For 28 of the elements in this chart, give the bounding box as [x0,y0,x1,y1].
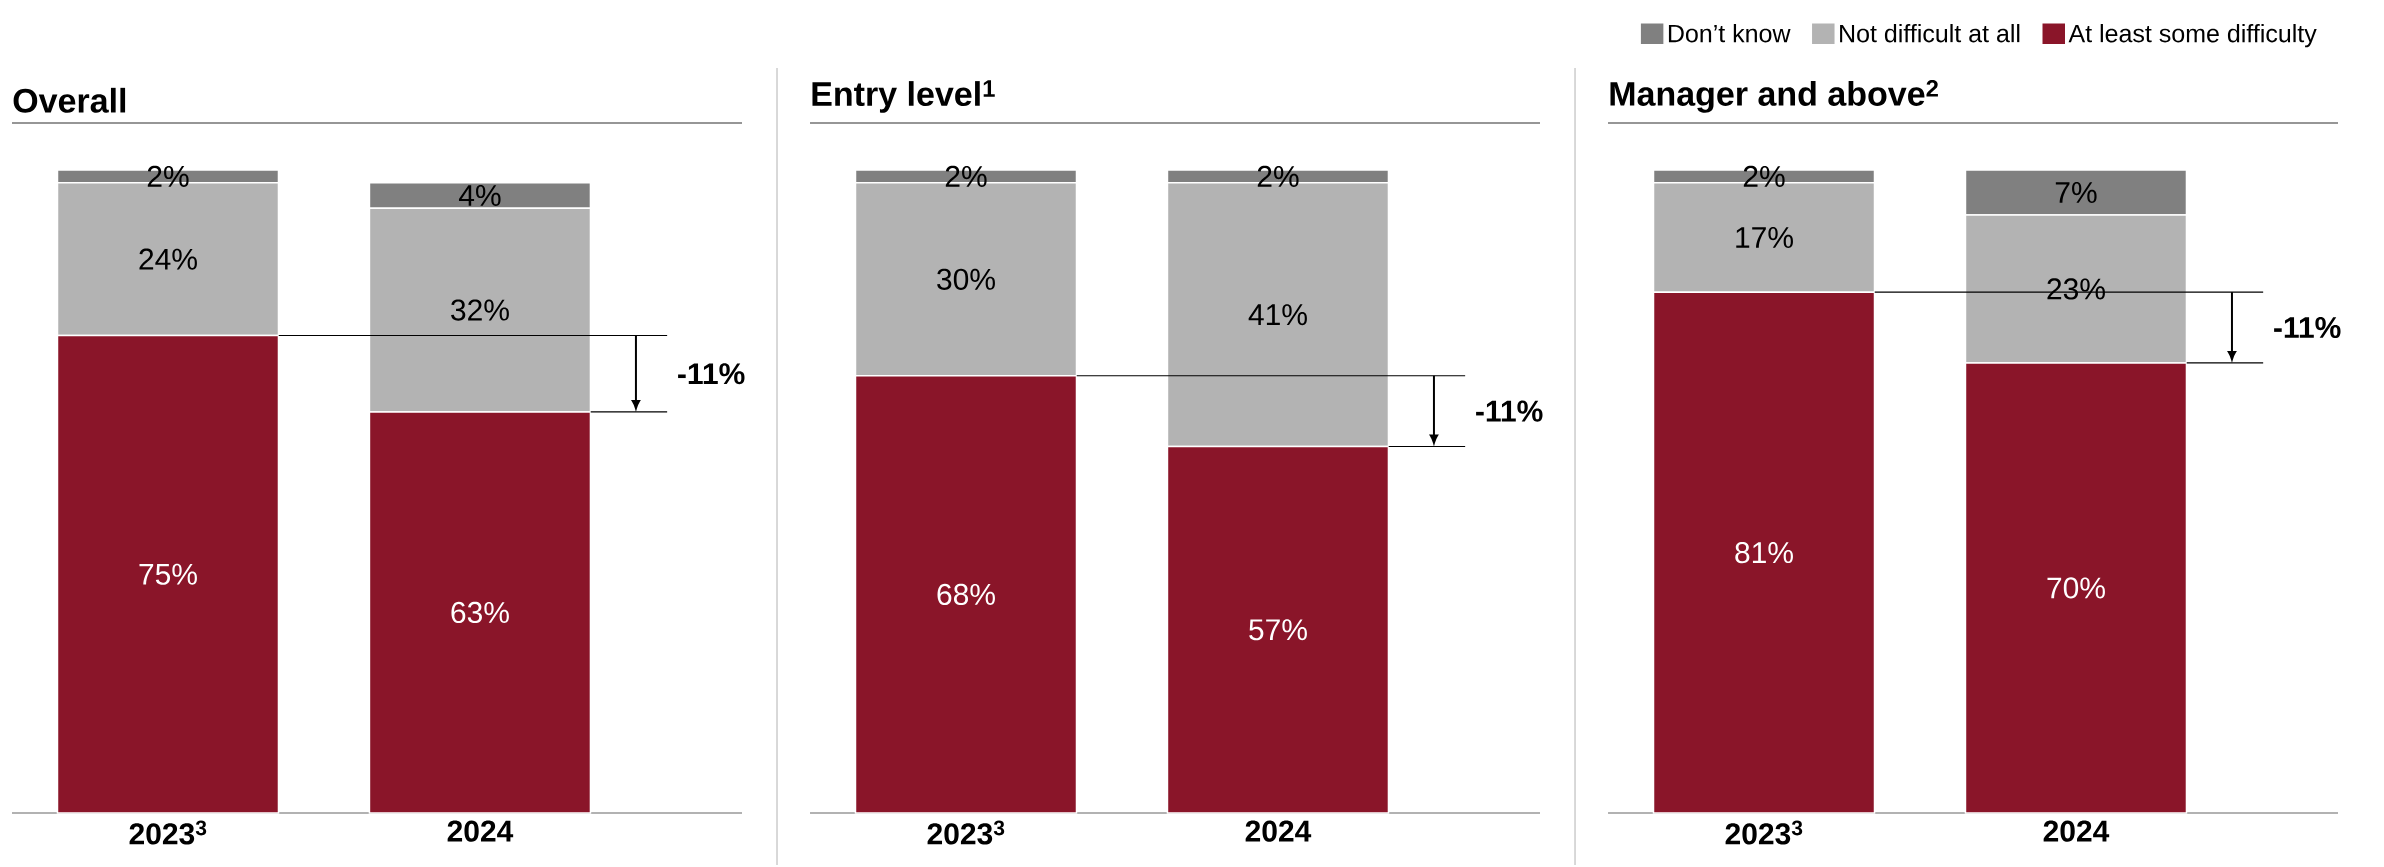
x-tick-label: 2024 [1245,820,1312,842]
data-label: 30% [937,268,995,290]
x-tick-label: 2023$^{3}$ [129,820,207,845]
annotation: -11% [1476,400,1543,422]
data-label: 63% [451,601,509,624]
data-label: 4% [458,184,501,206]
data-label: 17% [1736,227,1793,248]
legend-label: Not difficult at all [1840,24,2020,43]
data-label: 7% [2055,182,2097,203]
x-tick-label: 2024 [447,820,514,842]
chart-title: Overall [13,87,126,113]
data-label: 75% [139,563,197,585]
data-label: 41% [1248,304,1307,326]
data-label: 70% [2047,577,2105,599]
legend-label: At least some difficulty [2068,24,2317,48]
data-label: 57% [1249,619,1307,641]
legend-label: Don’t know [1668,24,1791,43]
x-tick-label: 2023$^{3}$ [927,820,1005,845]
data-label: 68% [937,583,995,606]
data-label: 32% [451,299,509,321]
annotation: -11% [2274,316,2341,339]
data-label: 24% [139,248,197,270]
chart-title: Entry level$^{1}$ [812,80,995,113]
annotation: -11% [678,363,745,385]
chart-title: Manager and above$^{2}$ [1610,79,1938,113]
x-tick-label: 2024 [2043,820,2110,842]
x-tick-label: 2023$^{3}$ [1725,820,1803,845]
data-label: 81% [1735,541,1793,564]
